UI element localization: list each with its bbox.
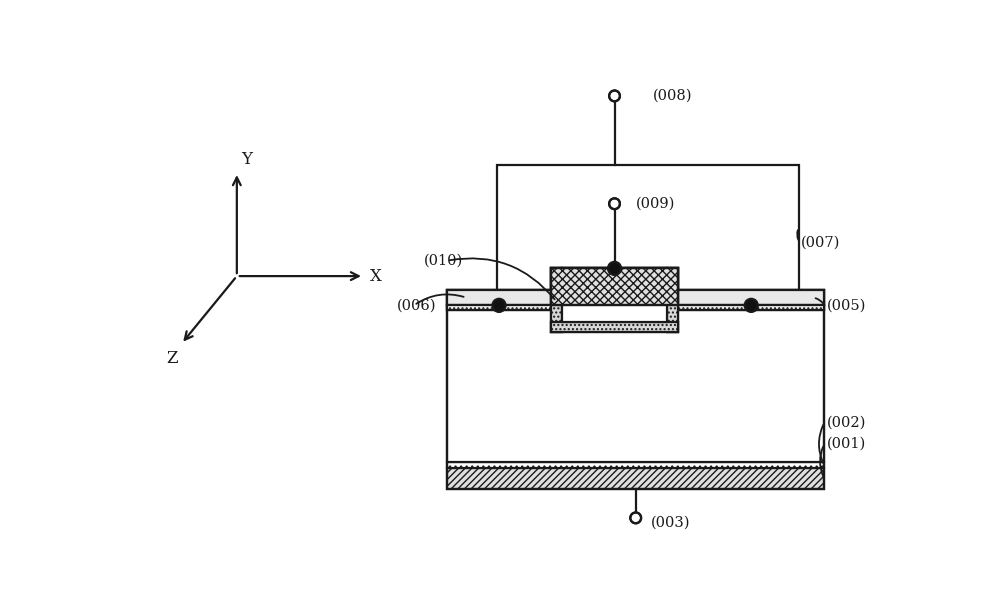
Bar [447,290,824,489]
Bar [447,468,824,489]
Bar [678,305,824,310]
Bar [562,268,667,321]
Circle shape [609,198,620,209]
Bar [562,268,667,321]
Bar [447,290,551,305]
Bar [551,321,678,332]
Bar [497,165,799,290]
Bar [447,462,824,468]
Bar [678,290,824,305]
Text: (001): (001) [827,437,866,451]
Text: Z: Z [166,350,178,367]
Bar [551,268,562,332]
Bar [551,268,678,305]
Circle shape [492,299,506,312]
Text: (010): (010) [424,254,463,268]
Bar [551,268,562,332]
Circle shape [630,513,641,523]
Bar [678,290,824,305]
Text: (006): (006) [397,298,437,312]
Bar [447,305,551,310]
Text: (005): (005) [827,298,866,312]
Text: (002): (002) [827,415,866,429]
Bar [551,268,678,305]
Text: (007): (007) [801,235,841,249]
Bar [551,321,678,332]
Bar [667,268,678,332]
Bar [551,268,678,305]
Bar [447,290,824,462]
Text: (003): (003) [651,516,691,529]
Circle shape [745,299,758,312]
Text: (008): (008) [653,89,692,103]
Text: X: X [370,268,382,285]
Bar [667,268,678,332]
Circle shape [608,262,621,275]
Text: (009): (009) [636,197,675,211]
Text: Y: Y [241,150,252,168]
Bar [447,305,551,310]
Circle shape [609,90,620,102]
Bar [678,305,824,310]
Bar [447,290,551,305]
Bar [551,268,678,305]
